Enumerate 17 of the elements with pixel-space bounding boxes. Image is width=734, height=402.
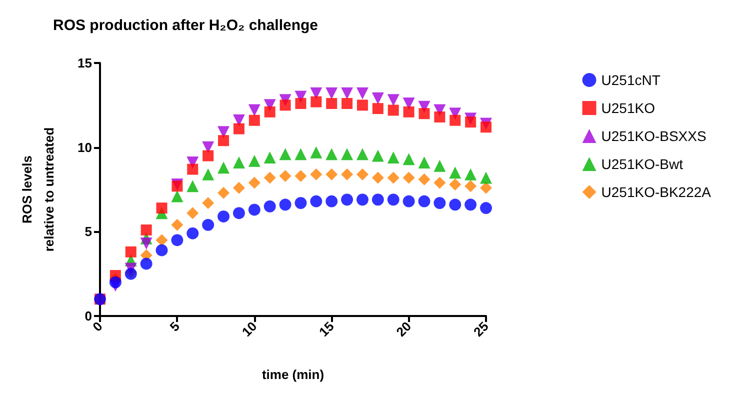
y-tick-label: 5 bbox=[84, 224, 92, 240]
y-tick-label: 10 bbox=[78, 140, 92, 155]
legend-label: U251KO bbox=[601, 100, 656, 116]
x-tick-label: 15 bbox=[316, 318, 337, 340]
legend-label: U251KO-BSXXS bbox=[601, 128, 706, 144]
legend-label: U251KO-Bwt bbox=[601, 156, 684, 172]
y-axis-title: ROS levels relative to untreated bbox=[20, 127, 56, 252]
legend-label: U251cNT bbox=[601, 72, 661, 88]
x-tick-label: 10 bbox=[238, 318, 260, 340]
x-axis-title: time (min) bbox=[262, 367, 324, 382]
x-tick-label: 20 bbox=[393, 318, 414, 340]
y-tick-label: 15 bbox=[78, 56, 92, 70]
x-tick-label: 5 bbox=[166, 318, 183, 334]
y-tick-label: 0 bbox=[84, 308, 92, 324]
legend-label: U251KO-BK222A bbox=[601, 184, 712, 200]
chart-title: ROS production after H₂O₂ challenge bbox=[53, 17, 318, 34]
x-tick-label: 25 bbox=[470, 318, 492, 340]
